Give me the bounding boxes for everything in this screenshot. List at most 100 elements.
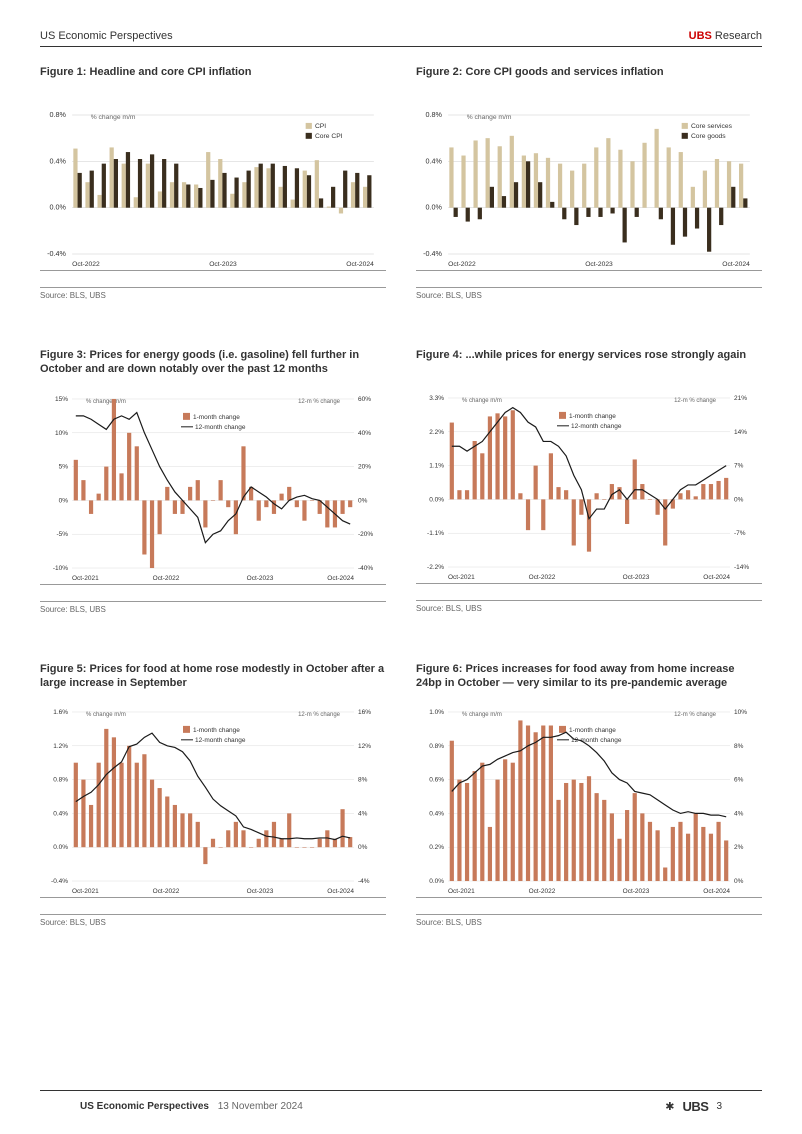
fig4-chart: -2.2%-1.1%0.0%1.1%2.2%3.3%-14%-7%0%7%14%… (416, 384, 762, 584)
svg-text:% change m/m: % change m/m (467, 114, 512, 121)
fig1-title: Figure 1: Headline and core CPI inflatio… (40, 65, 386, 93)
ubs-keys-icon: ✱ (665, 1100, 674, 1113)
svg-text:Oct-2021: Oct-2021 (72, 888, 99, 895)
svg-text:3.3%: 3.3% (429, 395, 444, 402)
svg-text:Core services: Core services (691, 123, 733, 130)
figure-1: Figure 1: Headline and core CPI inflatio… (40, 65, 386, 300)
svg-text:12%: 12% (358, 743, 371, 750)
svg-text:% change m/m: % change m/m (86, 712, 126, 718)
svg-text:0.4%: 0.4% (49, 157, 66, 165)
fig3-source: Source: BLS, UBS (40, 601, 386, 614)
svg-text:1-month change: 1-month change (193, 413, 240, 420)
svg-text:0.4%: 0.4% (425, 157, 442, 165)
svg-text:0.0%: 0.0% (53, 844, 68, 851)
fig3-chart: -10%-5%0%5%10%15%-40%-20%0%20%40%60%% ch… (40, 385, 386, 585)
svg-text:2%: 2% (734, 844, 744, 851)
svg-text:0%: 0% (358, 497, 368, 504)
fig3-title: Figure 3: Prices for energy goods (i.e. … (40, 348, 386, 377)
fig4-source: Source: BLS, UBS (416, 600, 762, 613)
svg-text:-0.4%: -0.4% (423, 250, 443, 258)
svg-text:0.4%: 0.4% (429, 811, 444, 818)
page-number: 3 (716, 1101, 722, 1112)
svg-text:0.8%: 0.8% (429, 743, 444, 750)
fig6-chart: 0.0%0.2%0.4%0.6%0.8%1.0%0%2%4%6%8%10%% c… (416, 698, 762, 898)
fig5-chart: -0.4%0.0%0.4%0.8%1.2%1.6%-4%0%4%8%12%16%… (40, 698, 386, 898)
svg-text:Oct-2023: Oct-2023 (623, 888, 650, 895)
figure-2: Figure 2: Core CPI goods and services in… (416, 65, 762, 300)
svg-text:0.8%: 0.8% (49, 111, 66, 119)
header-right: UBS Research (689, 30, 762, 42)
fig1-source: Source: BLS, UBS (40, 287, 386, 300)
svg-text:0.4%: 0.4% (53, 811, 68, 818)
svg-text:1.6%: 1.6% (53, 709, 68, 716)
svg-text:% change m/m: % change m/m (86, 399, 126, 405)
svg-text:8%: 8% (358, 777, 368, 784)
svg-text:CPI: CPI (315, 123, 326, 130)
svg-text:Oct-2021: Oct-2021 (72, 575, 99, 582)
svg-text:2.2%: 2.2% (429, 429, 444, 436)
svg-text:1-month change: 1-month change (569, 413, 616, 420)
svg-text:Oct-2022: Oct-2022 (529, 574, 556, 581)
svg-text:Oct-2024: Oct-2024 (346, 261, 374, 268)
svg-text:1-month change: 1-month change (193, 727, 240, 734)
svg-text:Core CPI: Core CPI (315, 133, 343, 140)
fig1-chart: -0.4% 0.0% 0.4% 0.8% % change m/m CPI Core CPI… (40, 101, 386, 271)
svg-text:-1.1%: -1.1% (427, 530, 444, 537)
ubs-logo: UBS (682, 1099, 708, 1114)
svg-text:% change m/m: % change m/m (462, 712, 502, 718)
svg-text:10%: 10% (734, 709, 747, 716)
svg-text:0%: 0% (734, 878, 744, 885)
svg-text:-0.4%: -0.4% (47, 250, 67, 258)
svg-text:14%: 14% (734, 429, 747, 436)
svg-text:-0.4%: -0.4% (51, 878, 68, 885)
svg-text:10%: 10% (55, 429, 68, 436)
footer-left: US Economic Perspectives 13 November 202… (80, 1101, 303, 1112)
header-left: US Economic Perspectives (40, 30, 173, 42)
svg-text:4%: 4% (734, 811, 744, 818)
svg-text:12-month change: 12-month change (195, 423, 246, 430)
svg-text:-14%: -14% (734, 564, 749, 571)
svg-text:Oct-2022: Oct-2022 (72, 261, 100, 268)
svg-text:Oct-2023: Oct-2023 (247, 888, 274, 895)
svg-text:0.0%: 0.0% (49, 204, 66, 212)
svg-text:40%: 40% (358, 429, 371, 436)
svg-text:% change m/m: % change m/m (462, 398, 502, 404)
svg-text:1.0%: 1.0% (429, 709, 444, 716)
figure-5: Figure 5: Prices for food at home rose m… (40, 662, 386, 928)
svg-text:0.0%: 0.0% (429, 496, 444, 503)
svg-text:-2.2%: -2.2% (427, 564, 444, 571)
svg-text:21%: 21% (734, 395, 747, 402)
svg-text:0%: 0% (358, 844, 368, 851)
svg-text:0.2%: 0.2% (429, 844, 444, 851)
svg-text:1-month change: 1-month change (569, 727, 616, 734)
fig6-title: Figure 6: Prices increases for food away… (416, 662, 762, 691)
svg-text:1.1%: 1.1% (429, 463, 444, 470)
svg-text:Oct-2023: Oct-2023 (623, 574, 650, 581)
svg-text:15%: 15% (55, 396, 68, 403)
svg-text:Oct-2024: Oct-2024 (327, 575, 354, 582)
svg-text:-20%: -20% (358, 531, 373, 538)
svg-text:Oct-2022: Oct-2022 (448, 261, 476, 268)
svg-text:% change m/m: % change m/m (91, 114, 136, 121)
svg-text:1.2%: 1.2% (53, 743, 68, 750)
fig5-source: Source: BLS, UBS (40, 914, 386, 927)
svg-text:Oct-2024: Oct-2024 (327, 888, 354, 895)
svg-text:Oct-2023: Oct-2023 (585, 261, 613, 268)
fig6-source: Source: BLS, UBS (416, 914, 762, 927)
svg-text:-40%: -40% (358, 565, 373, 572)
svg-text:Oct-2022: Oct-2022 (153, 888, 180, 895)
svg-text:Oct-2021: Oct-2021 (448, 888, 475, 895)
svg-text:0.6%: 0.6% (429, 777, 444, 784)
fig2-source: Source: BLS, UBS (416, 287, 762, 300)
svg-text:12-month change: 12-month change (571, 423, 622, 430)
svg-text:0.8%: 0.8% (53, 777, 68, 784)
figure-6: Figure 6: Prices increases for food away… (416, 662, 762, 928)
svg-text:20%: 20% (358, 463, 371, 470)
svg-text:Oct-2023: Oct-2023 (247, 575, 274, 582)
svg-text:0%: 0% (59, 497, 69, 504)
svg-text:Oct-2021: Oct-2021 (448, 574, 475, 581)
svg-text:Oct-2024: Oct-2024 (703, 574, 730, 581)
svg-text:6%: 6% (734, 777, 744, 784)
svg-text:-4%: -4% (358, 878, 370, 885)
svg-text:12-m % change: 12-m % change (298, 712, 341, 718)
